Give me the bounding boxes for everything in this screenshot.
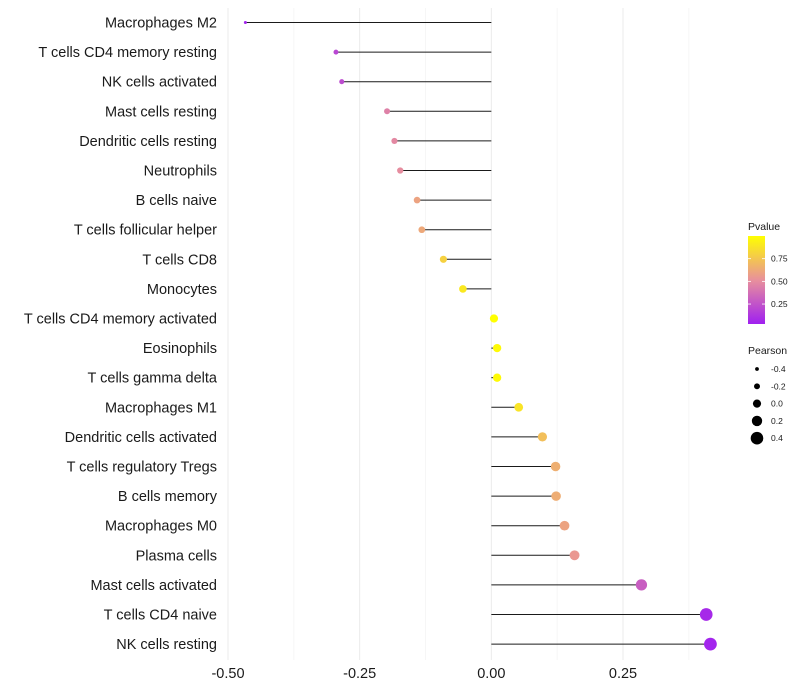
lollipop-point (704, 637, 717, 651)
y-tick-label: Eosinophils (143, 341, 217, 357)
y-tick-label: T cells CD4 memory resting (38, 45, 217, 61)
lollipop-point (413, 196, 421, 204)
x-tick-label: 0.00 (477, 666, 505, 682)
y-tick-label: Monocytes (147, 282, 217, 298)
y-tick-label: Macrophages M1 (105, 400, 217, 416)
lollipop-point (492, 343, 502, 353)
lollipop-point (439, 255, 447, 263)
grid-lines (227, 8, 690, 660)
pvalue-legend-label: 0.25 (771, 299, 788, 309)
pearson-legend-label: 0.2 (771, 416, 783, 426)
x-tick-label: 0.25 (609, 666, 637, 682)
pearson-legend-dot (754, 383, 760, 390)
y-tick-label: Dendritic cells activated (65, 430, 217, 446)
y-axis-labels: Macrophages M2 T cells CD4 memory resting… (24, 16, 218, 654)
lollipop-point (537, 432, 548, 442)
y-tick-label: B cells naive (136, 193, 217, 209)
y-tick-label: T cells gamma delta (88, 371, 218, 387)
pearson-legend-dot (752, 399, 762, 408)
lollipop-point (569, 550, 580, 561)
y-tick-label: Plasma cells (136, 548, 217, 564)
y-tick-label: Neutrophils (144, 164, 217, 180)
lollipop-point (459, 285, 467, 293)
y-tick-label: B cells memory (118, 489, 218, 505)
pearson-legend-label: 0.4 (771, 433, 783, 443)
y-tick-label: Dendritic cells resting (79, 134, 217, 150)
y-tick-label: T cells CD4 naive (104, 608, 217, 624)
y-tick-label: NK cells resting (116, 637, 217, 653)
lollipop-point (514, 402, 524, 412)
lollipop-point (489, 314, 499, 323)
lollipop-point (551, 491, 561, 501)
pearson-legend-label: -0.2 (771, 381, 786, 391)
pvalue-legend-label: 0.50 (771, 276, 788, 286)
lollipop-point (635, 579, 648, 591)
y-tick-label: T cells follicular helper (74, 223, 217, 239)
pearson-legend-label: 0.0 (771, 399, 783, 409)
y-tick-label: Macrophages M2 (105, 16, 217, 32)
lollipop-point (243, 20, 247, 25)
pearson-legend-dot (751, 415, 763, 427)
pearson-legend-dot (755, 367, 759, 371)
legend: Pvalue Pearson 0.25 0.50 0.75 -0.4 -0.2 0.0 0.… (748, 221, 788, 445)
y-tick-label: Mast cells activated (90, 578, 217, 594)
pearson-legend-title: Pearson (748, 345, 787, 357)
y-tick-label: NK cells activated (102, 75, 217, 91)
lollipop-point (397, 167, 404, 174)
y-tick-label: Macrophages M0 (105, 519, 217, 535)
y-tick-label: T cells CD8 (142, 252, 217, 268)
y-tick-label: T cells CD4 memory activated (24, 312, 217, 328)
y-tick-label: T cells regulatory Tregs (67, 460, 217, 476)
lollipop-point (333, 49, 339, 55)
lollipop-point (492, 373, 502, 382)
lollipop-point (550, 461, 561, 472)
lollipop-point (418, 226, 426, 234)
x-axis-labels: -0.50 -0.25 0.00 0.25 (211, 666, 637, 682)
lollipop-point (391, 137, 398, 144)
pvalue-colorbar (748, 236, 765, 324)
pearson-legend-dot (750, 431, 764, 445)
pearson-legend-label: -0.4 (771, 364, 786, 374)
x-tick-label: -0.25 (343, 666, 376, 682)
lollipop-point (559, 520, 570, 531)
x-tick-label: -0.50 (211, 666, 244, 682)
lollipop-segments (245, 22, 711, 645)
y-tick-label: Mast cells resting (105, 104, 217, 120)
pvalue-legend-label: 0.75 (771, 254, 788, 264)
lollipop-points (243, 20, 717, 651)
lollipop-point (699, 608, 713, 621)
lollipop-point (384, 108, 391, 115)
pvalue-legend-title: Pvalue (748, 221, 780, 233)
lollipop-point (339, 79, 345, 85)
